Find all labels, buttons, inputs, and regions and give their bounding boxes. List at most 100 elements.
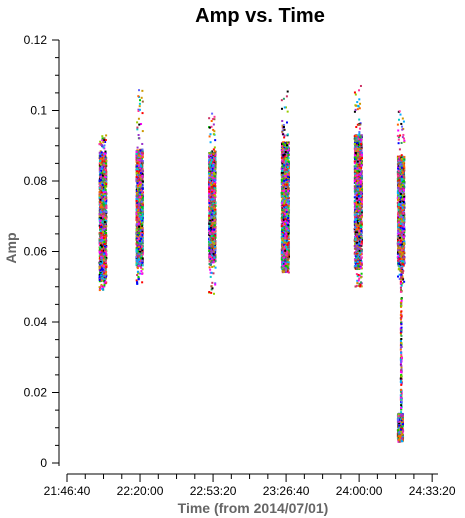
data-point	[213, 157, 216, 160]
data-point	[99, 155, 102, 158]
data-point	[135, 216, 138, 219]
data-point	[136, 241, 139, 244]
data-point	[135, 152, 138, 155]
data-point	[100, 217, 103, 220]
data-point	[101, 221, 104, 224]
data-point	[211, 261, 214, 264]
data-point	[101, 182, 104, 185]
data-point	[139, 161, 142, 164]
data-point	[102, 253, 105, 256]
data-point	[100, 267, 103, 270]
data-point	[208, 256, 211, 259]
data-point	[137, 236, 140, 239]
data-point	[137, 95, 140, 98]
data-point	[208, 214, 211, 217]
data-point	[212, 182, 215, 185]
data-point	[211, 215, 214, 218]
data-point	[101, 219, 104, 222]
data-point	[208, 158, 211, 161]
data-point	[138, 195, 141, 198]
data-point	[211, 287, 214, 290]
data-point	[102, 189, 105, 192]
data-point	[140, 200, 143, 203]
data-point	[104, 247, 107, 250]
x-tick-label: 21:46:40	[44, 484, 91, 498]
data-point	[212, 250, 215, 253]
data-point	[135, 263, 138, 266]
data-point	[103, 247, 106, 250]
data-point	[213, 230, 216, 233]
data-point	[211, 176, 214, 179]
data-point	[105, 232, 108, 235]
data-point	[141, 148, 144, 151]
data-point	[141, 100, 144, 103]
data-point	[208, 200, 211, 203]
data-point	[208, 154, 211, 157]
data-point	[213, 219, 216, 222]
data-point	[209, 264, 212, 267]
data-point	[105, 205, 108, 208]
data-point	[103, 178, 106, 181]
data-point	[105, 198, 108, 201]
data-point	[138, 102, 141, 105]
data-point	[208, 254, 211, 257]
data-point	[141, 201, 144, 204]
data-point	[104, 150, 107, 153]
data-point	[98, 243, 101, 246]
data-point	[286, 207, 289, 210]
data-point	[214, 163, 217, 166]
data-point	[99, 287, 102, 290]
data-point	[214, 260, 217, 263]
data-point	[104, 158, 107, 161]
data-point	[208, 243, 211, 246]
data-point	[103, 193, 106, 196]
data-point	[211, 182, 214, 185]
data-point	[141, 235, 144, 238]
data-point	[213, 224, 216, 227]
data-point	[98, 143, 101, 146]
data-point	[209, 204, 212, 207]
data-point	[212, 216, 215, 219]
data-point	[214, 190, 217, 193]
data-point	[210, 156, 213, 159]
data-point	[100, 261, 103, 264]
data-point	[98, 214, 101, 217]
x-tick-label: 23:26:40	[263, 484, 310, 498]
data-point	[211, 203, 214, 206]
data-point	[99, 202, 102, 205]
data-point	[98, 280, 101, 283]
data-point	[101, 204, 104, 207]
data-point	[139, 229, 142, 232]
data-point	[103, 228, 106, 231]
data-point	[137, 207, 140, 210]
data-point	[101, 230, 104, 233]
data-point	[103, 210, 106, 213]
data-point	[104, 250, 107, 253]
data-point	[212, 214, 215, 217]
data-point	[213, 150, 216, 153]
data-point	[137, 200, 140, 203]
data-point	[98, 251, 101, 254]
data-point	[208, 238, 211, 241]
data-point	[104, 160, 107, 163]
data-point	[210, 187, 213, 190]
data-point	[137, 221, 140, 224]
data-point	[210, 158, 213, 161]
data-point	[208, 177, 211, 180]
data-point	[103, 207, 106, 210]
data-point	[99, 237, 102, 240]
data-point	[99, 201, 102, 204]
data-point	[99, 235, 102, 238]
data-point	[99, 208, 102, 211]
data-point	[103, 275, 106, 278]
data-point	[283, 141, 286, 144]
data-point	[103, 138, 106, 141]
data-point	[140, 193, 143, 196]
data-point	[211, 184, 214, 187]
data-point	[102, 176, 105, 179]
data-point	[137, 276, 140, 279]
data-point	[135, 176, 138, 179]
data-point	[136, 153, 139, 156]
data-point	[100, 193, 103, 196]
data-point	[99, 229, 102, 232]
